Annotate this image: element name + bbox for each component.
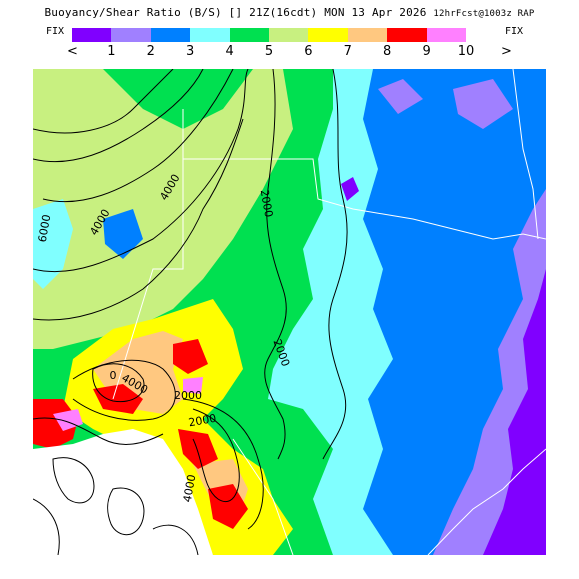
legend-tick-label: 4 — [225, 44, 234, 59]
field-pink-region — [53, 377, 203, 484]
legend-tick-label: 7 — [343, 44, 352, 59]
legend-left-arrow[interactable]: < — [67, 44, 78, 59]
field-lavender-patch-ne — [453, 79, 513, 129]
state-borders — [112, 69, 546, 555]
legend-swatch-1 — [111, 28, 151, 42]
legend-right-arrow[interactable]: > — [501, 44, 512, 59]
title-run: 12hrFcst@1003z RAP — [433, 9, 535, 19]
legend-swatch-8 — [387, 28, 427, 42]
contour-label: 0 — [110, 369, 117, 382]
legend-tick-label: 10 — [457, 44, 475, 59]
title-main: Buoyancy/Shear Ratio (B/S) [] 21Z(16cdt)… — [44, 6, 427, 19]
field-lavender-patch-n — [378, 79, 423, 114]
contour-label: 2000 — [187, 412, 217, 430]
legend-swatch-6 — [308, 28, 348, 42]
legend-tick-label: 3 — [186, 44, 195, 59]
legend-swatches — [72, 28, 466, 42]
contour-lines — [33, 69, 348, 555]
legend-left-fix: FIX — [46, 26, 65, 37]
field-nodata-region — [33, 429, 213, 555]
contour-label: 4000 — [181, 473, 199, 503]
field-purple-region — [483, 269, 546, 555]
legend-swatch-5 — [268, 28, 309, 42]
contour-label: 2000 — [258, 188, 276, 218]
legend-tick-label: 8 — [383, 44, 392, 59]
legend-swatch-2 — [150, 28, 191, 42]
contour-label: 6000 — [36, 213, 54, 243]
legend-tick-label: 1 — [107, 44, 116, 59]
legend-tick-label: 9 — [422, 44, 431, 59]
contour-label: 2000 — [174, 389, 202, 402]
field-red-region — [33, 339, 248, 529]
field-blue-patch-west — [103, 209, 143, 259]
legend-tick-label: 5 — [264, 44, 274, 59]
legend-ticks: 1 2 3 4 5 6 7 8 9 10 — [60, 44, 520, 62]
legend-tick-label: 2 — [146, 44, 155, 59]
legend-swatch-3 — [190, 28, 230, 42]
field-purple-patch — [341, 177, 359, 201]
legend-swatch-0 — [72, 28, 112, 42]
legend-tick-label: 6 — [304, 44, 313, 59]
field-lightgreen-region — [33, 69, 293, 349]
map-title: Buoyancy/Shear Ratio (B/S) [] 21Z(16cdt)… — [0, 6, 579, 19]
legend-swatch-9 — [426, 28, 466, 42]
coastline — [427, 448, 546, 555]
legend-swatch-7 — [347, 28, 388, 42]
legend-right-fix: FIX — [505, 26, 524, 37]
legend-swatch-4 — [229, 28, 269, 42]
color-legend: FIX FIX < > 1 2 3 4 5 6 7 8 9 10 — [0, 26, 579, 66]
field-cyan-patch-west — [33, 199, 73, 289]
